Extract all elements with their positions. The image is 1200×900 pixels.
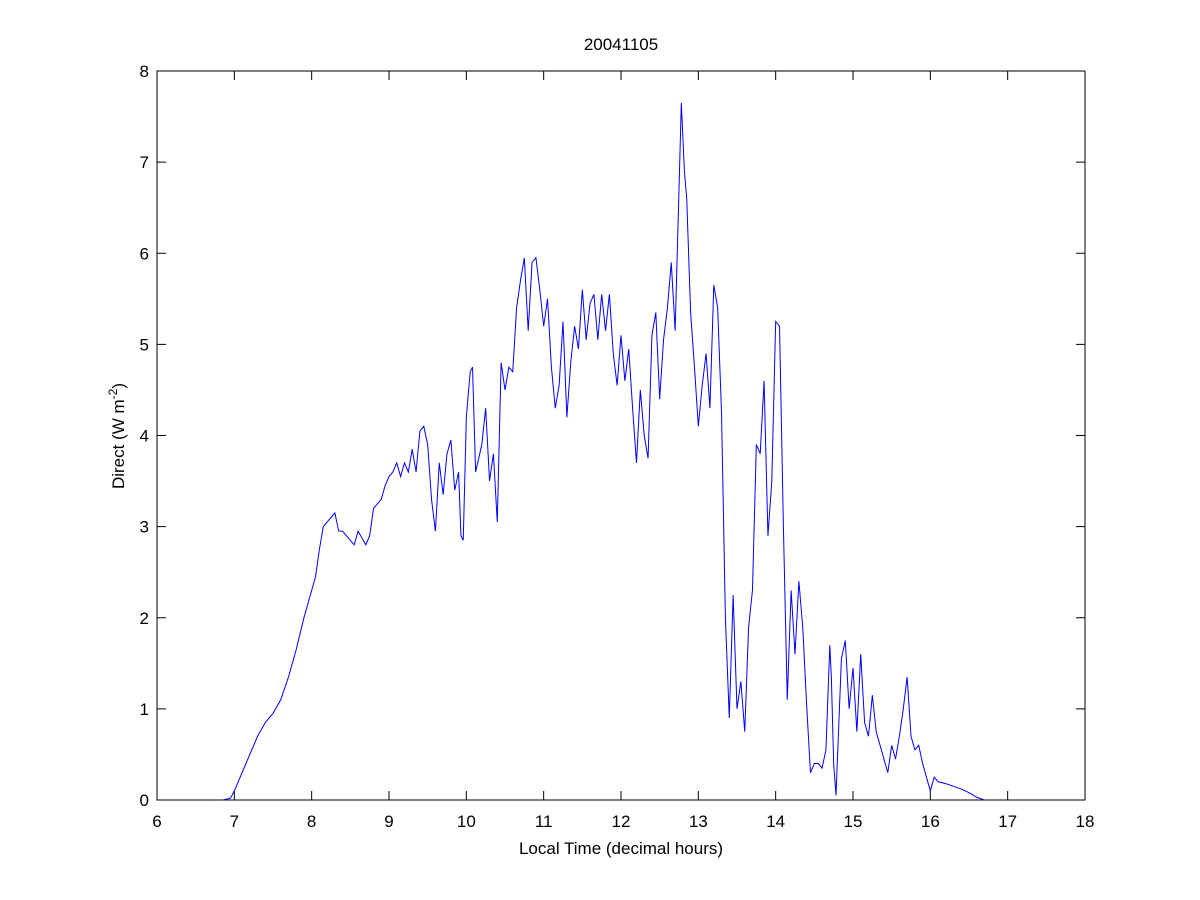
x-tick-label: 17 bbox=[998, 812, 1017, 831]
y-tick-label: 3 bbox=[140, 518, 149, 537]
x-tick-label: 15 bbox=[844, 812, 863, 831]
x-tick-label: 12 bbox=[612, 812, 631, 831]
x-tick-label: 8 bbox=[307, 812, 316, 831]
x-tick-label: 7 bbox=[230, 812, 239, 831]
y-tick-label: 7 bbox=[140, 153, 149, 172]
y-tick-label: 0 bbox=[140, 791, 149, 810]
y-tick-label: 6 bbox=[140, 244, 149, 263]
y-label-suffix: ) bbox=[109, 383, 128, 389]
data-line bbox=[222, 102, 985, 801]
y-tick-label: 2 bbox=[140, 609, 149, 628]
x-tick-label: 14 bbox=[766, 812, 785, 831]
y-tick-label: 5 bbox=[140, 335, 149, 354]
x-axis-label: Local Time (decimal hours) bbox=[519, 839, 723, 858]
chart-title: 20041105 bbox=[584, 35, 658, 54]
x-tick-label: 6 bbox=[152, 812, 161, 831]
x-tick-label: 10 bbox=[457, 812, 476, 831]
x-tick-label: 11 bbox=[535, 812, 553, 831]
y-label-superscript: -2 bbox=[106, 388, 120, 399]
y-axis-label: Direct (W m-2) bbox=[106, 383, 128, 489]
x-tick-label: 13 bbox=[689, 812, 708, 831]
y-tick-label: 8 bbox=[140, 62, 149, 81]
y-tick-label: 1 bbox=[140, 700, 149, 719]
x-tick-label: 16 bbox=[921, 812, 940, 831]
x-tick-label: 18 bbox=[1076, 812, 1095, 831]
y-tick-label: 4 bbox=[140, 427, 149, 446]
x-tick-label: 9 bbox=[384, 812, 393, 831]
y-label-text: Direct (W m bbox=[109, 399, 128, 489]
